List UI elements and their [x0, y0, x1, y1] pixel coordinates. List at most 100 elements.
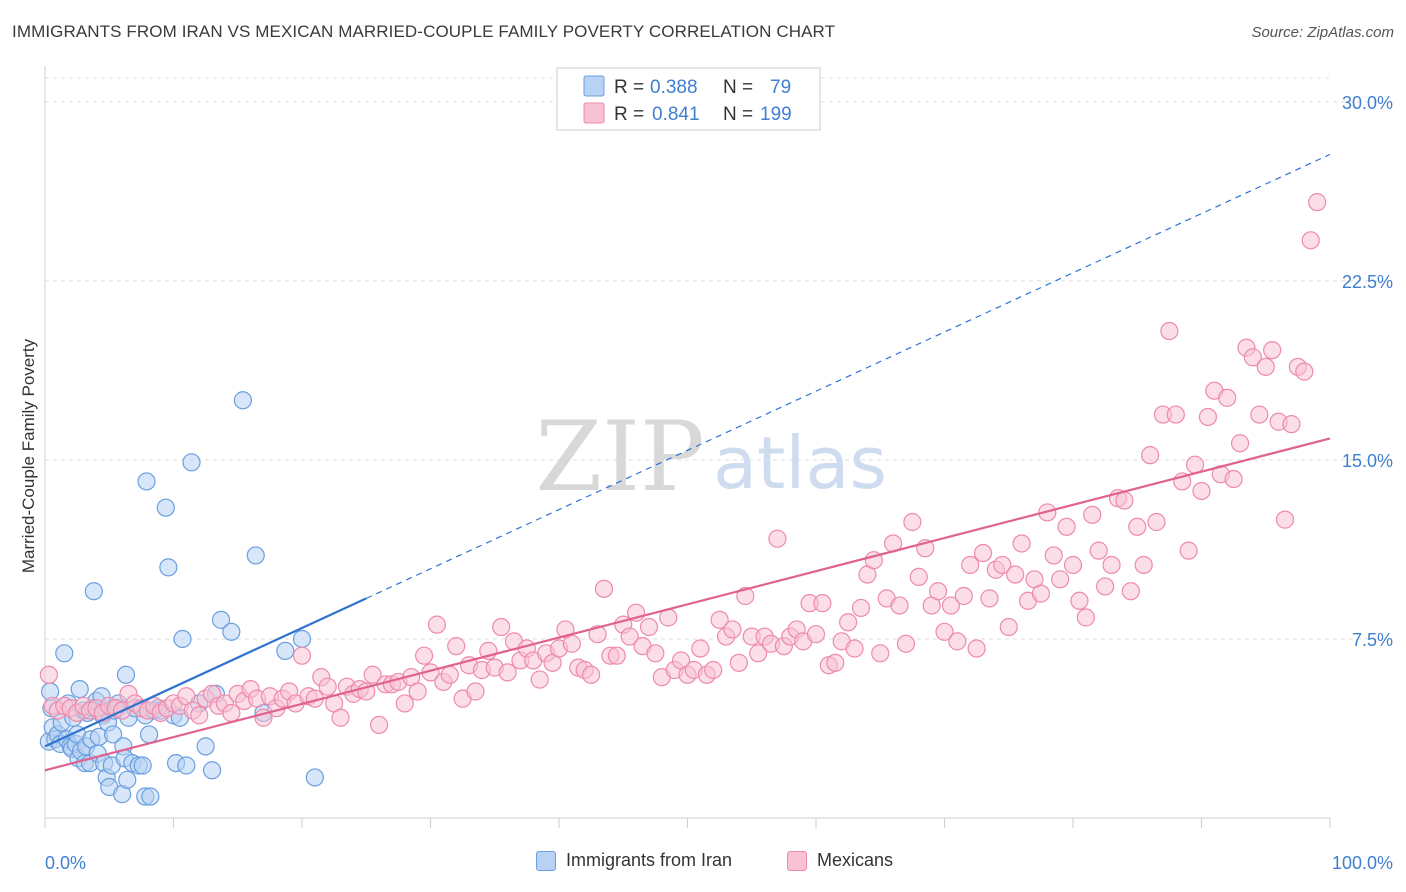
mex-point: [806, 625, 826, 644]
mex-point: [948, 632, 967, 651]
mex-point: [1160, 321, 1179, 341]
y-tick-label: 22.5%: [1342, 272, 1393, 292]
mex-point: [768, 529, 787, 548]
bottom-legend: Immigrants from Iran Mexicans: [0, 850, 1406, 880]
mex-point: [318, 677, 337, 696]
mex-point: [594, 579, 614, 598]
mex-point: [331, 708, 350, 727]
mex-point: [1121, 582, 1140, 601]
mex-point: [466, 682, 485, 701]
mex-point: [896, 634, 916, 653]
iran-point: [133, 756, 152, 775]
mex-point: [1083, 505, 1102, 524]
mex-point: [729, 653, 749, 672]
x-tick-label-start: 0.0%: [45, 853, 86, 873]
legend-mex-r-label: R =: [614, 104, 644, 125]
mex-point: [1308, 193, 1327, 212]
tick-labels: 7.5% 15.0% 22.5% 30.0% 0.0% 100.0%: [45, 93, 1393, 873]
mex-point: [1076, 608, 1095, 627]
mex-point: [1295, 362, 1314, 381]
mex-point: [813, 594, 832, 613]
iran-point: [118, 770, 137, 789]
mex-point: [1192, 481, 1211, 501]
watermark-zip: ZIP: [535, 401, 704, 513]
legend-iran-r-value: 0.388: [650, 77, 698, 98]
mex-point: [1140, 446, 1160, 465]
mex-point: [903, 512, 922, 532]
mex-point: [1301, 231, 1320, 250]
legend-mex-n-value: 199: [760, 104, 792, 125]
mex-point: [414, 646, 434, 665]
mex-point: [941, 596, 961, 615]
mex-point: [909, 567, 928, 587]
mex-point: [980, 589, 999, 608]
mex-point: [1051, 570, 1070, 589]
mex-point: [1179, 541, 1198, 560]
mex-point: [723, 620, 742, 639]
iran-point: [156, 498, 175, 517]
mex-point: [1031, 584, 1050, 603]
mex-point: [967, 639, 986, 658]
mex-point: [845, 639, 864, 658]
mex-point: [935, 622, 954, 641]
series-iran-points: [39, 391, 324, 806]
mex-point: [1198, 407, 1218, 427]
bottom-legend-iran[interactable]: Immigrants from Iran: [536, 850, 732, 871]
mex-point: [498, 663, 517, 682]
mex-point: [582, 665, 601, 684]
mex-point: [1102, 555, 1121, 575]
iran-point: [177, 756, 196, 775]
iran-point: [84, 582, 103, 601]
y-tick-label: 7.5%: [1352, 630, 1393, 650]
mex-point: [370, 715, 389, 735]
iran-point: [173, 629, 192, 649]
bottom-legend-iran-swatch: [536, 850, 556, 871]
iran-point: [55, 644, 74, 663]
bottom-legend-mex-swatch: [787, 850, 807, 871]
mex-point: [222, 703, 241, 723]
mex-point: [1012, 534, 1031, 553]
mex-point: [871, 644, 890, 663]
mex-point: [1006, 565, 1025, 584]
legend-mex-r-value: 0.841: [652, 104, 700, 125]
mex-point: [1044, 546, 1063, 565]
legend-box: R = 0.388 N = 79 R = 0.841 N = 199: [556, 67, 821, 131]
chart-source: Source: ZipAtlas.com: [1251, 24, 1394, 41]
mex-point: [954, 586, 973, 606]
iran-point: [222, 622, 241, 641]
mex-point: [928, 582, 948, 601]
mex-point: [1263, 341, 1282, 360]
mex-point: [440, 665, 459, 684]
mex-point: [1115, 491, 1134, 510]
iran-point: [202, 761, 222, 780]
mex-point: [1256, 357, 1275, 376]
mex-point: [993, 555, 1012, 575]
mex-point: [427, 615, 447, 634]
bottom-legend-mex-label: Mexicans: [817, 850, 894, 870]
mex-point: [447, 637, 466, 656]
legend-iran-r-label: R =: [614, 77, 644, 98]
mex-point: [1063, 555, 1083, 575]
watermark-atlas: atlas: [713, 421, 887, 505]
y-tick-label: 15.0%: [1342, 451, 1393, 471]
mex-point: [607, 646, 626, 665]
series-mex-points: [39, 193, 1327, 735]
mex-point: [1147, 512, 1166, 532]
legend-mex-swatch: [583, 102, 605, 124]
iran-point: [141, 787, 160, 806]
iran-point: [182, 453, 201, 472]
mex-point: [1128, 517, 1147, 536]
mex-point: [704, 660, 723, 680]
mex-point: [1250, 405, 1269, 424]
mex-point: [736, 586, 755, 606]
mex-point: [839, 613, 858, 632]
mex-point: [1089, 541, 1108, 560]
mex-point: [646, 644, 665, 663]
iran-point: [233, 391, 252, 410]
mex-point: [292, 646, 312, 665]
mex-point: [961, 555, 980, 575]
iran-point: [276, 641, 295, 661]
iran-point: [104, 725, 123, 744]
mex-point: [890, 596, 909, 615]
bottom-legend-mex[interactable]: Mexicans: [787, 850, 893, 871]
